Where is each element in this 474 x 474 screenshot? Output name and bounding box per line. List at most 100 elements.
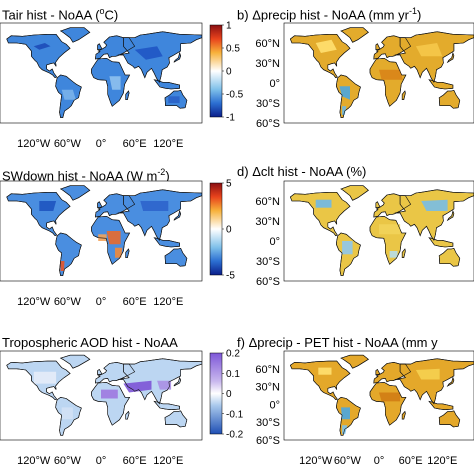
coastline-australia bbox=[164, 410, 188, 428]
value-region bbox=[98, 234, 107, 241]
x-tick-label: 60°E bbox=[399, 455, 423, 467]
coastline-asia bbox=[117, 358, 202, 405]
x-tick-label: 120°E bbox=[153, 455, 183, 467]
coastline-greenland bbox=[340, 354, 369, 369]
x-tick-label: 0° bbox=[96, 138, 107, 150]
colorbar-tick-label: 5 bbox=[226, 179, 232, 190]
value-region bbox=[339, 86, 350, 100]
colorbar bbox=[209, 24, 223, 118]
value-region bbox=[115, 247, 123, 258]
coastline-southAmerica bbox=[55, 396, 82, 436]
coastline-northAmerica bbox=[289, 34, 351, 79]
coastline-uk bbox=[97, 368, 103, 376]
value-region bbox=[33, 43, 51, 50]
map-precip-pet: 120°W 60°W 0° 60°E 120°E 60°N 30°N 0° 30°S 60°S bbox=[255, 350, 474, 467]
x-tick-label: 60°W bbox=[334, 455, 362, 467]
y-tick-label: 30°S bbox=[256, 256, 280, 268]
coastline-madagascar bbox=[125, 410, 130, 420]
value-region bbox=[101, 389, 118, 399]
value-region bbox=[379, 69, 403, 80]
colorbar-tick-label: -0.1 bbox=[226, 409, 244, 420]
y-tick-label: 0° bbox=[269, 78, 280, 90]
colorbar bbox=[209, 352, 223, 435]
x-tick-label: 60°W bbox=[54, 455, 82, 467]
x-tick-label: 0° bbox=[374, 455, 385, 467]
colorbar-tick-label: -0.5 bbox=[226, 90, 244, 101]
coastline-southAmerica bbox=[335, 396, 361, 436]
value-region bbox=[421, 199, 448, 211]
x-tick-label: 120°E bbox=[427, 455, 457, 467]
coastline-africa bbox=[91, 382, 131, 426]
map-precip: 60°N 30°N 0° 30°S 60°S bbox=[255, 22, 474, 130]
x-tick-label: 0° bbox=[96, 455, 107, 467]
coastline-southAmerica bbox=[335, 232, 361, 276]
coastline-australia bbox=[164, 247, 188, 267]
panel-title: SWdown hist - NoAA (W m-2) bbox=[2, 167, 170, 184]
coastline-australia bbox=[438, 89, 461, 109]
coastline-greenland bbox=[59, 185, 91, 201]
value-region bbox=[379, 224, 401, 235]
value-region bbox=[106, 231, 121, 245]
x-tick-label: 0° bbox=[96, 296, 107, 308]
coastline-indonesia bbox=[153, 400, 180, 411]
coastline-northAmerica bbox=[6, 34, 71, 79]
coastline-indonesia bbox=[153, 79, 180, 90]
panel-a: Tair hist - NoAA (oC) 120°W 60°W 0° 60°E 120… bbox=[0, 0, 244, 158]
coastline-japan bbox=[446, 209, 455, 222]
coastline-japan bbox=[173, 210, 182, 221]
value-region bbox=[315, 39, 337, 53]
coastline-asia bbox=[394, 31, 474, 84]
map-frame bbox=[283, 22, 474, 124]
value-region bbox=[168, 96, 180, 103]
y-tick-label: 0° bbox=[269, 399, 280, 411]
colorbar-tick-label: -0.2 bbox=[226, 430, 244, 441]
coastline-japan bbox=[173, 52, 182, 63]
map-clt: 60°N 30°N 0° 30°S 60°S bbox=[255, 180, 474, 288]
y-tick-label: 30°N bbox=[255, 216, 280, 228]
value-region bbox=[341, 407, 350, 420]
colorbar-tick-label: 0.1 bbox=[226, 369, 240, 380]
panel-title: b) Δprecip hist - NoAA (mm yr-1) bbox=[237, 6, 422, 23]
x-tick-label: 120°W bbox=[17, 455, 51, 467]
colorbar bbox=[209, 182, 223, 276]
coastline-madagascar bbox=[401, 410, 406, 420]
colorbar-tick-label: 0 bbox=[226, 389, 232, 400]
coastline-asia bbox=[117, 189, 202, 242]
coastline-greenland bbox=[340, 27, 369, 43]
coastline-southAmerica bbox=[335, 74, 361, 118]
colorbar-tick-label: 0.5 bbox=[226, 44, 240, 55]
panel-title: Tair hist - NoAA (oC) bbox=[2, 6, 119, 23]
coastline-africa bbox=[91, 57, 131, 107]
value-region bbox=[318, 367, 332, 375]
colorbar-tick-label: -1 bbox=[226, 113, 235, 124]
coastline-uk bbox=[97, 43, 103, 51]
value-region bbox=[315, 199, 332, 208]
value-region bbox=[157, 380, 172, 390]
coastline-japan bbox=[173, 376, 182, 387]
value-region bbox=[134, 46, 163, 60]
panel-title: f) Δprecip - PET hist - NoAA (mm y bbox=[237, 335, 438, 350]
coastline-madagascar bbox=[401, 248, 406, 258]
coastline-asia bbox=[394, 358, 474, 405]
coastline-australia bbox=[438, 410, 461, 428]
coastline-madagascar bbox=[125, 90, 130, 100]
value-region bbox=[123, 380, 152, 393]
panel-b: b) Δprecip hist - NoAA (mm yr-1) 60°N 30°… bbox=[237, 0, 474, 158]
panel-d: d) Δclt hist - NoAA (%) 60°N 30°N 0° 30°S 60… bbox=[237, 158, 474, 316]
x-tick-label: 120°E bbox=[153, 138, 183, 150]
panel-title: Tropospheric AOD hist - NoAA bbox=[2, 335, 178, 350]
x-tick-label: 60°E bbox=[123, 455, 147, 467]
coastline-africa bbox=[91, 215, 131, 265]
map-frame bbox=[0, 350, 203, 441]
coastline-japan bbox=[446, 376, 455, 387]
coastline-australia bbox=[438, 247, 461, 267]
x-tick-label: 60°W bbox=[54, 296, 82, 308]
value-region bbox=[415, 43, 443, 57]
x-tick-label: 60°W bbox=[54, 138, 82, 150]
colorbar-tick-label: 1 bbox=[226, 21, 232, 32]
y-tick-label: 60°S bbox=[256, 276, 280, 288]
coastline-southAmerica bbox=[55, 74, 82, 118]
colorbar-tick-label: 0 bbox=[226, 225, 232, 236]
coastline-greenland bbox=[59, 354, 91, 369]
coastline-africa bbox=[369, 215, 407, 265]
